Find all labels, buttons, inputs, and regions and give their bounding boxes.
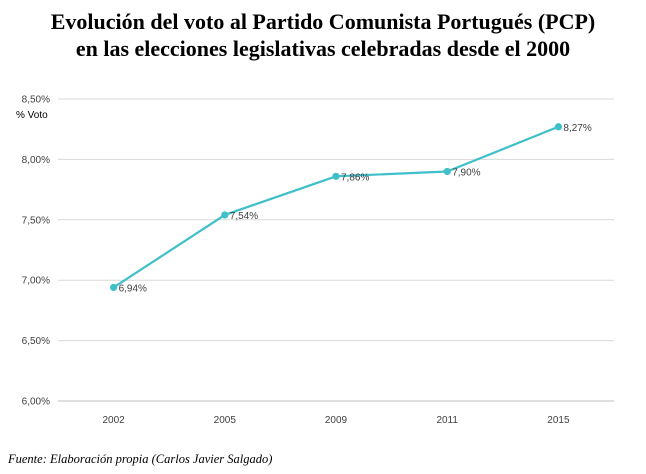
x-tick-label: 2005	[214, 415, 237, 426]
data-point	[554, 123, 563, 131]
data-label: 7,86%	[341, 172, 369, 183]
title-line-1: Evolución del voto al Partido Comunista …	[50, 9, 596, 34]
y-axis-ticks: 6,00% 6,50% 7,00% 7,50% 8,00% 8,50%	[22, 95, 50, 408]
data-label: 8,27%	[563, 123, 591, 134]
gridlines	[58, 98, 614, 402]
x-tick-label: 2009	[325, 415, 348, 426]
x-axis-ticks: 2002 2005 2009 2011 2015	[102, 415, 569, 426]
data-point	[110, 283, 118, 292]
data-point	[443, 167, 451, 176]
x-tick-label: 2002	[102, 415, 125, 426]
series-line	[112, 125, 559, 289]
title-line-2: en las elecciones legislativas celebrada…	[75, 36, 571, 61]
y-tick-label: 8,50%	[22, 95, 50, 106]
y-tick-label: 6,00%	[22, 397, 50, 408]
y-tick-label: 6,50%	[22, 336, 50, 347]
data-points	[110, 123, 563, 292]
data-point	[332, 172, 340, 180]
x-tick-label: 2011	[436, 415, 458, 426]
y-tick-label: 7,00%	[22, 276, 50, 287]
chart-title: Evolución del voto al Partido Comunista …	[0, 8, 646, 62]
y-tick-label: 8,00%	[22, 155, 50, 166]
y-axis-label: % Voto	[16, 110, 48, 121]
x-tick-label: 2015	[547, 415, 570, 426]
data-label: 7,90%	[452, 167, 480, 178]
y-tick-label: 7,50%	[22, 215, 50, 226]
data-point	[221, 211, 229, 219]
data-label: 6,94%	[119, 283, 147, 294]
data-labels: 6,94% 7,54% 7,86% 7,90% 8,27%	[119, 123, 592, 295]
data-label: 7,54%	[230, 211, 258, 222]
series-polyline	[112, 125, 559, 289]
source-note: Fuente: Elaboración propia (Carlos Javie…	[8, 452, 273, 466]
